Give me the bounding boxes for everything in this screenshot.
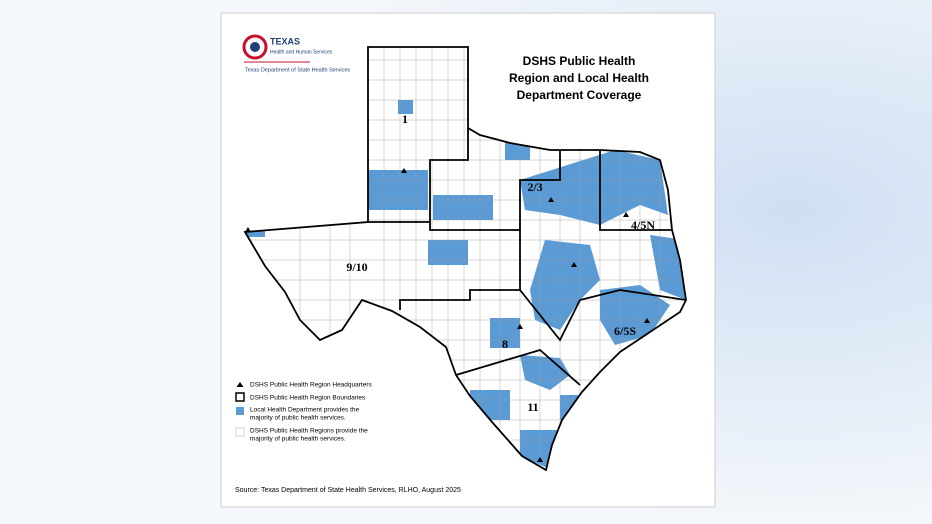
logo: TEXAS Health and Human Services Texas De… (242, 34, 350, 73)
hq-marker (571, 262, 577, 267)
hq-marker (548, 197, 554, 202)
hq-markers (245, 168, 650, 462)
region-boundary (599, 150, 672, 231)
region-label: 9/10 (346, 260, 367, 274)
hq-marker (245, 227, 251, 232)
region-label: 2/3 (527, 180, 542, 194)
region-label: 11 (527, 400, 538, 414)
lhd-area (520, 150, 668, 225)
hq-marker (401, 168, 407, 173)
region-boundary (399, 230, 521, 310)
legend-lhd-symbol (236, 407, 244, 415)
hq-marker (644, 318, 650, 323)
legend: DSHS Public Health Region Headquarters D… (235, 382, 373, 443)
hq-marker (537, 457, 543, 462)
logo-department: Texas Department of State Health Service… (245, 67, 350, 73)
region-boundary (579, 289, 686, 301)
region-label: 8 (502, 337, 508, 351)
hq-marker (623, 212, 629, 217)
title-line: Department Coverage (517, 88, 642, 102)
legend-label: DSHS Public Health Region Headquarters (250, 382, 373, 389)
region-label: 6/5S (614, 324, 636, 338)
lhd-area (520, 355, 570, 390)
legend-label: Local Health Department provides the (250, 407, 360, 414)
title-line: Region and Local Health (509, 71, 649, 85)
region-label: 1 (402, 112, 408, 126)
legend-label: DSHS Public Health Regions provide the (250, 428, 368, 435)
region-boundary (455, 348, 581, 386)
legend-label: majority of public health services. (250, 415, 346, 422)
legend-label: majority of public health services. (250, 436, 346, 443)
logo-star (250, 42, 260, 52)
lhd-area (433, 195, 493, 220)
region-boundary (429, 150, 561, 231)
logo-agency: TEXAS (270, 36, 300, 46)
region-label: 4/5N (631, 218, 655, 232)
source: Source: Texas Department of State Health… (235, 487, 461, 494)
legend-hq-symbol (236, 382, 244, 387)
legend-label: DSHS Public Health Region Boundaries (250, 395, 366, 402)
lhd-area (490, 318, 520, 348)
legend-dshs-symbol (235, 427, 245, 437)
title-line: DSHS Public Health (523, 54, 636, 68)
legend-boundary-symbol (235, 392, 245, 402)
logo-subtitle: Health and Human Services (270, 49, 333, 55)
lhd-area (530, 240, 600, 330)
region-labels: 1 2/3 4/5N 9/10 6/5S 8 11 (346, 112, 655, 414)
hq-marker (517, 324, 523, 329)
region-boundaries (368, 128, 686, 386)
region-boundary (368, 128, 469, 223)
lhd-area (398, 100, 413, 114)
region-boundary (519, 289, 581, 342)
lhd-area (368, 170, 428, 210)
texas-outline (243, 46, 687, 472)
